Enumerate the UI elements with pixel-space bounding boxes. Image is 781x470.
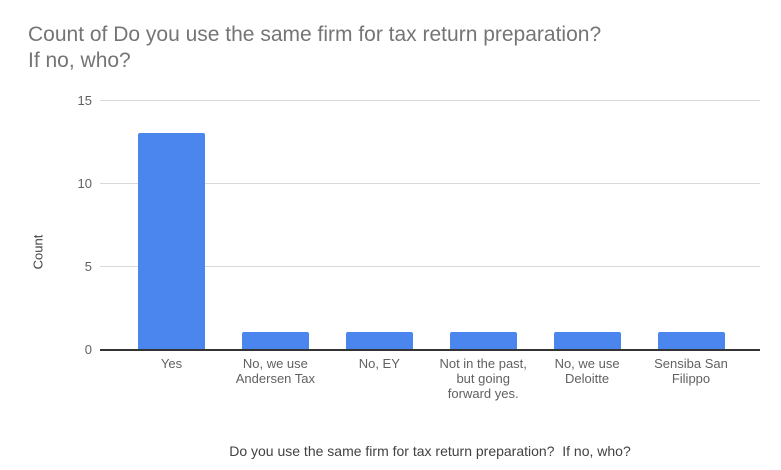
bar-1 — [241, 332, 309, 349]
gridline-10 — [100, 183, 760, 184]
bar-5 — [657, 332, 725, 349]
chart-title-line-1: Count of Do you use the same firm for ta… — [28, 23, 602, 46]
x-category-label-4: No, we use Deloitte — [554, 356, 620, 386]
x-category-label-3: Not in the past, but going forward yes. — [439, 356, 527, 401]
y-tick-label-0: 0 — [84, 342, 92, 357]
gridline-5 — [100, 266, 760, 267]
x-category-label-5: Sensiba San Filippo — [654, 356, 728, 386]
gridline-15 — [100, 100, 760, 101]
bar-2 — [345, 332, 413, 349]
x-axis-line — [100, 349, 760, 351]
x-category-label-2: No, EY — [358, 356, 400, 371]
x-axis-title: Do you use the same firm for tax return … — [229, 443, 631, 459]
bar-4 — [553, 332, 621, 349]
x-category-label-1: No, we use Andersen Tax — [235, 356, 316, 386]
y-tick-label-10: 10 — [77, 176, 92, 191]
x-category-label-0: Yes — [160, 356, 183, 371]
bar-0 — [138, 133, 205, 349]
chart-title: Count of Do you use the same firm for ta… — [28, 22, 768, 74]
bar-3 — [449, 332, 517, 349]
y-tick-label-5: 5 — [84, 259, 92, 274]
y-tick-label-15: 15 — [77, 93, 92, 108]
chart-title-line-2: If no, who? — [28, 49, 131, 72]
